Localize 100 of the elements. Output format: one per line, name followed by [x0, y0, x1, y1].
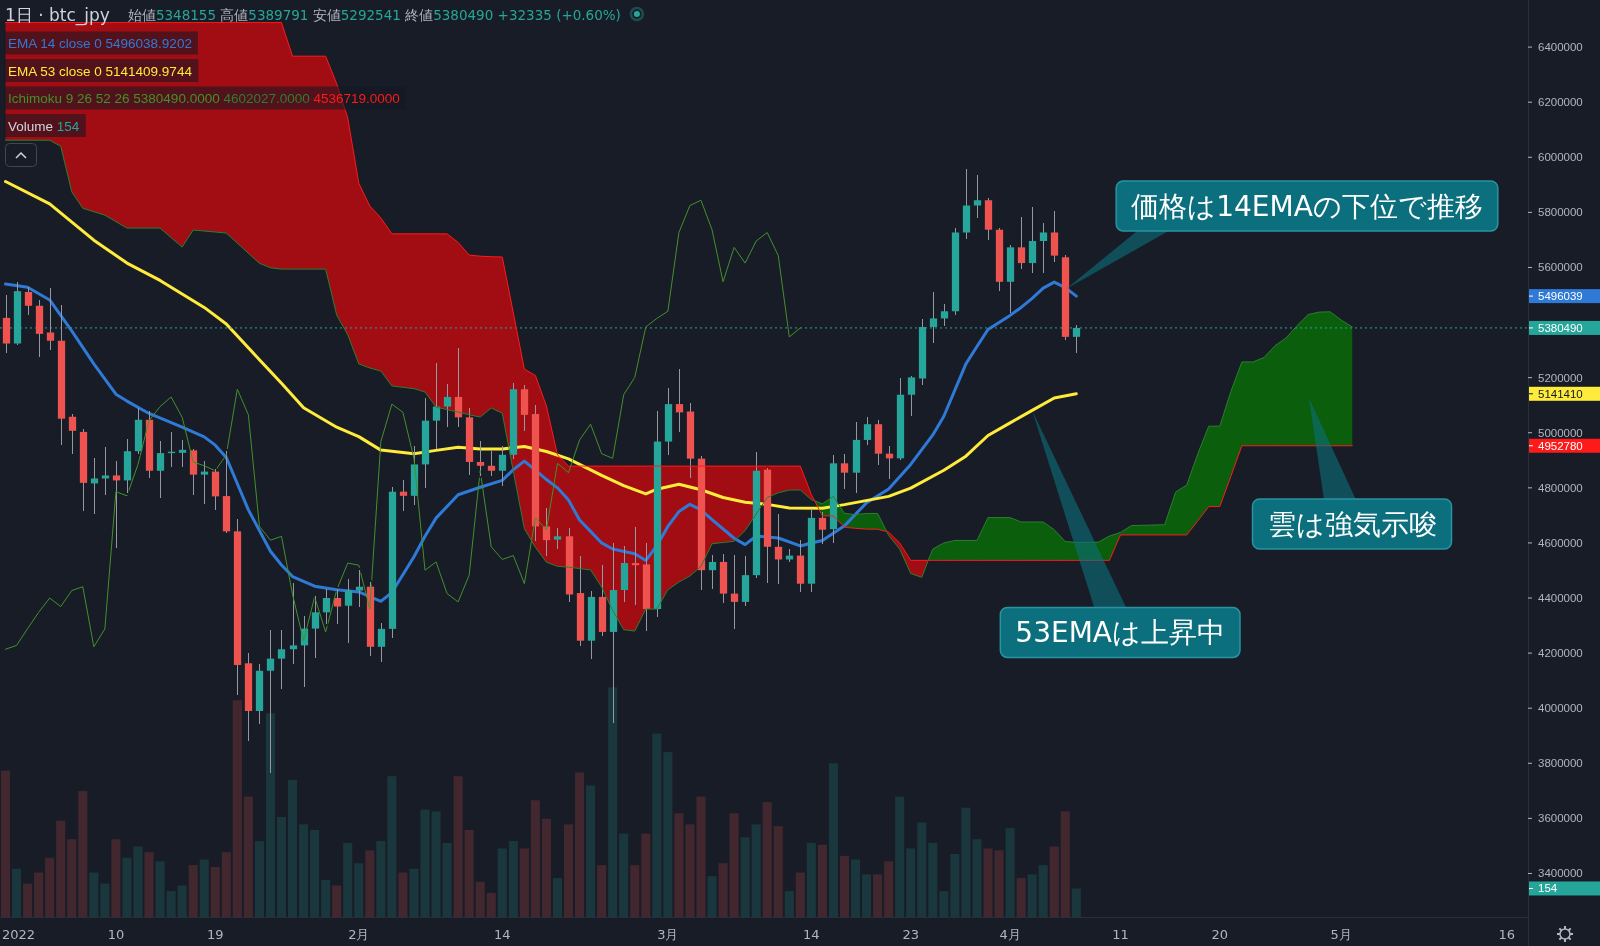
series-label: 4536719.0000	[309, 90, 400, 106]
bar	[641, 833, 651, 917]
bar	[784, 891, 794, 917]
bar	[552, 878, 562, 917]
bar	[729, 813, 739, 917]
bar	[288, 779, 298, 917]
candlestick	[68, 414, 77, 455]
bar	[89, 872, 99, 917]
x-tick-label: 10	[107, 926, 125, 942]
bar	[310, 829, 320, 917]
candlestick	[344, 579, 353, 644]
bar	[166, 891, 176, 917]
x-tick-label: 16	[1498, 926, 1516, 942]
bar	[884, 861, 894, 917]
bar	[950, 854, 960, 917]
bar	[563, 824, 574, 917]
bar	[839, 855, 850, 917]
bar	[376, 841, 386, 917]
candlestick	[377, 623, 386, 662]
y-tick-label: 3600000	[1538, 812, 1583, 825]
y-tick-label: 4952780	[1538, 439, 1583, 452]
bar	[895, 796, 905, 917]
y-tick-label: 5000000	[1538, 426, 1583, 439]
candlestick	[907, 375, 916, 416]
bar	[276, 816, 287, 917]
candlestick	[1039, 223, 1048, 274]
bar	[906, 848, 916, 917]
candlestick	[818, 511, 827, 544]
bar	[1060, 811, 1070, 917]
bar	[1071, 888, 1081, 917]
bar	[1016, 878, 1026, 917]
annotation: 価格は14EMAの下位で推移	[1131, 189, 1483, 223]
candlestick	[46, 288, 55, 350]
line-series	[4, 180, 1078, 510]
bar	[144, 852, 154, 917]
candlestick	[90, 458, 99, 514]
y-tick-label: 4400000	[1538, 592, 1583, 605]
candlestick	[1017, 216, 1026, 270]
candlestick	[774, 513, 783, 584]
annotation: 53EMAは上昇中	[1015, 615, 1225, 649]
candlestick	[333, 588, 342, 625]
bar	[828, 763, 838, 917]
x-tick-label: 2022	[2, 926, 36, 942]
bar	[862, 874, 872, 917]
y-tick-label: 5800000	[1538, 206, 1583, 219]
bar	[365, 850, 375, 917]
y2-tick-label: 154	[1538, 882, 1558, 895]
y-tick-label: 4000000	[1538, 702, 1583, 715]
y-tick-label: 5496039	[1538, 290, 1583, 303]
candlestick	[112, 461, 121, 548]
x-tick-label: 23	[902, 926, 919, 942]
bar	[221, 852, 231, 917]
bar	[398, 872, 408, 917]
bar	[67, 839, 77, 917]
bar	[387, 776, 397, 917]
bar	[254, 841, 264, 917]
bar	[619, 833, 629, 917]
bar	[530, 800, 540, 917]
candlestick	[200, 461, 209, 505]
bar	[740, 837, 750, 917]
bar	[343, 842, 353, 917]
bar	[453, 776, 463, 917]
text: 始値5348155 高値5389791 安値5292541 終値5380490 +32335 (+0.60%)	[127, 7, 621, 23]
bar	[122, 857, 132, 917]
text: Ichimoku 9 26 52 26 5380490.0000	[8, 90, 220, 106]
candlestick	[311, 596, 320, 659]
line-series	[4, 280, 1078, 603]
candlestick	[675, 369, 684, 433]
bar	[939, 891, 949, 917]
bar	[56, 820, 66, 917]
bar	[751, 824, 761, 917]
x-tick-label: 11	[1112, 926, 1129, 942]
x-tick-label: 3月	[657, 926, 679, 942]
bar	[332, 885, 342, 917]
bar	[409, 868, 419, 917]
bar	[575, 772, 585, 917]
x-tick-label: 14	[494, 926, 511, 942]
y-tick-label: 3400000	[1538, 867, 1583, 880]
x-tick-label: 19	[206, 926, 224, 942]
bar	[299, 824, 309, 917]
candlestick	[443, 383, 452, 427]
bar	[817, 844, 827, 917]
candlestick	[24, 286, 33, 315]
bar	[663, 752, 673, 917]
bar	[541, 818, 551, 917]
bar	[243, 796, 253, 917]
bar	[983, 848, 993, 917]
bar	[1038, 865, 1048, 917]
y-tick-label: 5200000	[1538, 371, 1583, 384]
ref-line-label: 5380490	[1538, 321, 1583, 334]
bar	[265, 713, 275, 917]
candlestick	[156, 441, 165, 498]
candlestick	[1050, 211, 1059, 263]
candlestick	[322, 588, 331, 625]
candlestick	[476, 441, 485, 476]
bar	[354, 863, 364, 917]
bar	[608, 687, 618, 917]
x-tick-label: 20	[1211, 926, 1229, 942]
candlestick	[863, 417, 872, 446]
y-tick-label: 5600000	[1538, 261, 1583, 274]
